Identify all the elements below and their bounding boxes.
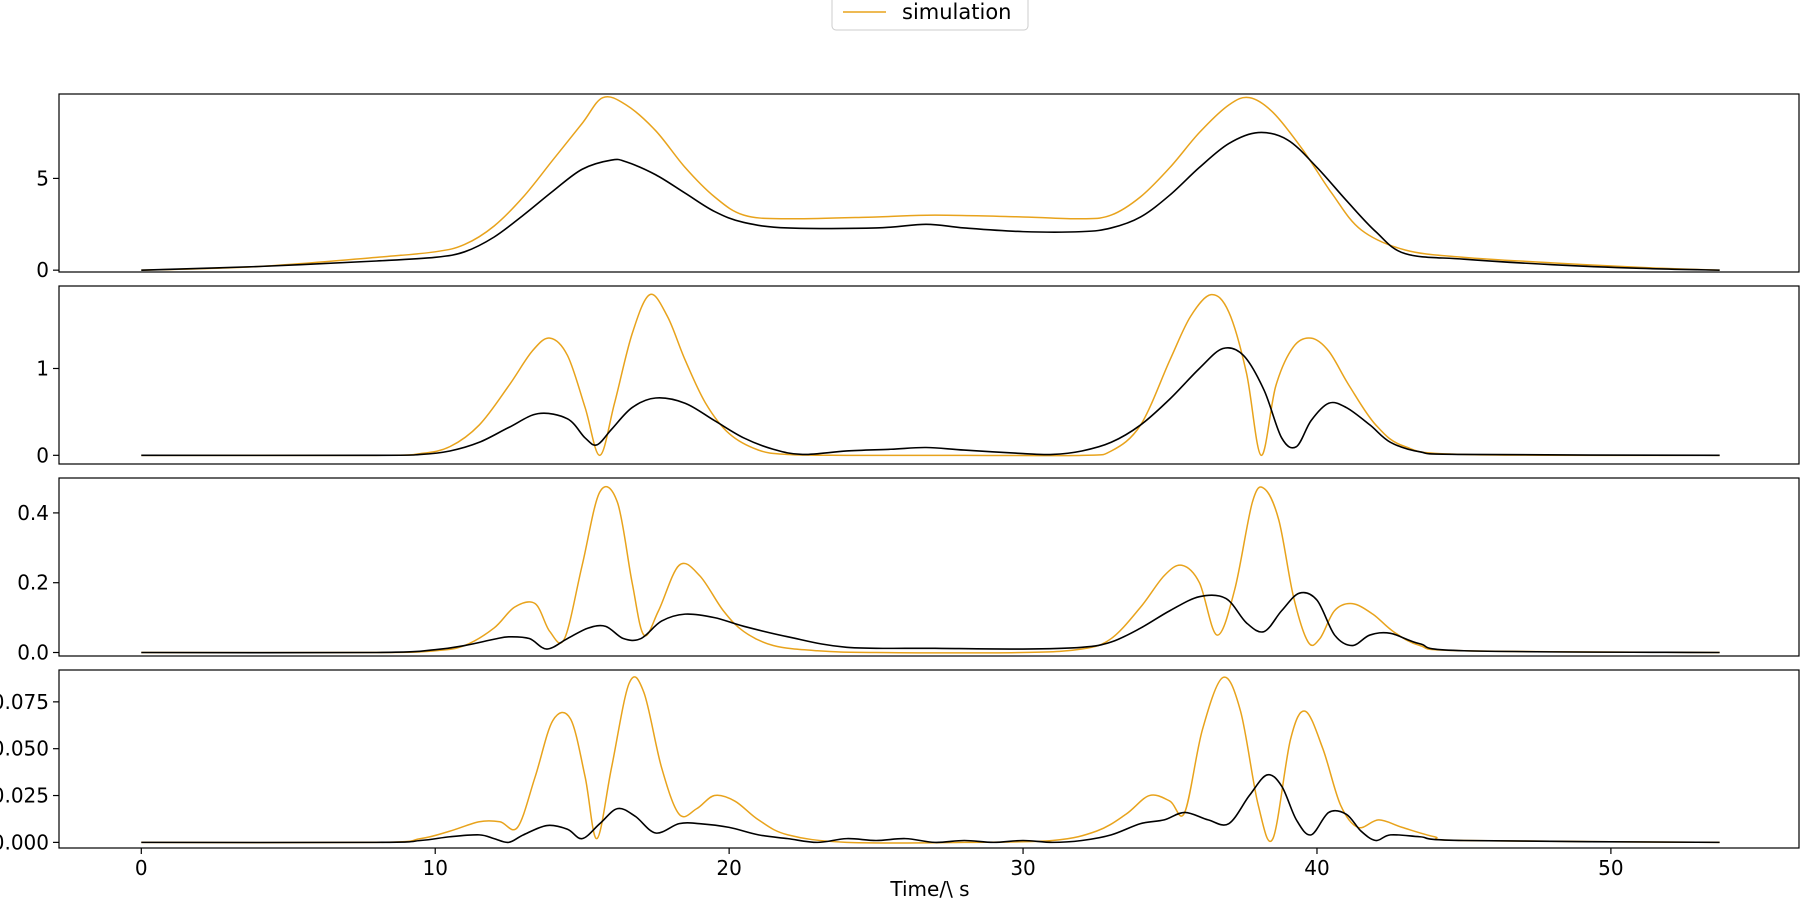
x-tick-label: 30 xyxy=(1010,856,1035,880)
x-tick-label: 10 xyxy=(422,856,447,880)
x-axis-label: Time/\ s xyxy=(889,877,969,900)
axes-frame xyxy=(59,670,1799,848)
y-tick-label: 5 xyxy=(36,166,49,190)
series-line-simulation xyxy=(141,294,1719,455)
axes-frame xyxy=(59,94,1799,272)
axes-frame xyxy=(59,286,1799,464)
subplots: 05010.00.20.40.0000.0250.0500.0750102030… xyxy=(0,94,1799,880)
y-tick-label: 0.4 xyxy=(17,501,49,525)
x-tick-label: 20 xyxy=(716,856,741,880)
y-tick-label: 1 xyxy=(36,356,49,380)
x-tick-label: 50 xyxy=(1598,856,1623,880)
legend: simulation xyxy=(832,0,1028,30)
y-tick-label: 0 xyxy=(36,258,49,282)
series-line-simulation xyxy=(141,487,1719,653)
subplot-2: 01 xyxy=(36,286,1799,467)
series-line-simulation xyxy=(141,97,1719,270)
x-tick-label: 0 xyxy=(135,856,148,880)
series-line-reference xyxy=(141,132,1719,270)
y-tick-label: 0 xyxy=(36,443,49,467)
y-tick-label: 0.075 xyxy=(0,690,49,714)
x-tick-label: 40 xyxy=(1304,856,1329,880)
y-tick-label: 0.0 xyxy=(17,641,49,665)
axes-frame xyxy=(59,478,1799,656)
series-line-reference xyxy=(141,593,1719,653)
y-tick-label: 0.000 xyxy=(0,830,49,854)
y-tick-label: 0.050 xyxy=(0,737,49,761)
series-line-simulation xyxy=(141,677,1719,843)
series-line-reference xyxy=(141,348,1719,456)
subplot-1: 05 xyxy=(36,94,1799,282)
y-tick-label: 0.2 xyxy=(17,571,49,595)
y-tick-label: 0.025 xyxy=(0,784,49,808)
x-axis: 0 10 20 30 40 50 xyxy=(135,848,1624,880)
subplot-4: 0.000 0.025 0.050 0.075 xyxy=(0,670,1799,854)
subplot-3: 0.0 0.2 0.4 xyxy=(17,478,1799,665)
legend-label-simulation: simulation xyxy=(902,0,1011,24)
series-line-reference xyxy=(141,775,1719,843)
